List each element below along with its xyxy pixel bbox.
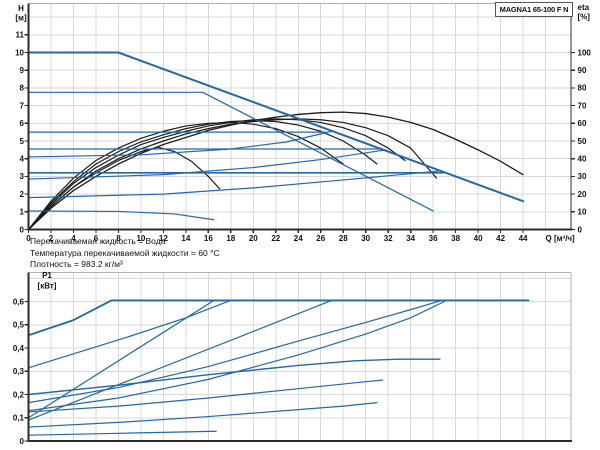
q-axis-tick-label: 16 [204,234,213,243]
p-axis-tick-label: 0,1 [13,414,25,423]
prop-pressure-1 [27,130,333,158]
h-axis-tick-label: 0 [20,225,25,234]
q-axis-tick-label: 30 [361,234,370,243]
h-axis-tick-label: 4 [20,155,25,164]
eta-axis-tick-label: 20 [578,190,587,199]
h-axis-tick-label: 8 [20,84,25,93]
p1-axis-label: P1 [42,271,52,280]
condition-temperature: Температура перекачиваемой жидкости = 60… [30,247,220,258]
h-axis-tick-label: 2 [20,190,25,199]
h-axis-tick-label: 11 [16,31,25,40]
q-axis-tick-label: 6 [94,234,99,243]
p-7 [27,358,441,396]
p-axis-tick-label: 0,6 [13,297,25,306]
q-axis-label: Q [м³/ч] [546,234,576,243]
h-axis-tick-label: 10 [15,48,24,57]
q-axis-tick-label: 24 [294,234,303,243]
q-axis-tick-label: 18 [226,234,235,243]
q-axis-tick-label: 44 [519,234,528,243]
q-axis-tick-label: 12 [159,234,168,243]
p-10 [27,430,217,436]
p-9 [27,402,378,428]
eta-axis-tick-label: 70 [578,101,587,110]
p-8 [27,379,384,413]
q-axis-tick-label: 38 [451,234,460,243]
p-axis-tick-label: 0,3 [13,367,25,376]
q-axis-tick-label: 40 [474,234,483,243]
p-3 [27,299,215,419]
p1-axis-unit: [кВт] [38,282,57,291]
speed-curve-2 [27,91,434,212]
p-axis-tick-label: 0,4 [13,344,25,353]
eta-axis-tick-label: 60 [578,119,587,128]
prop-pressure-3 [27,170,440,199]
prop-pressure-2 [27,149,387,180]
q-axis-tick-label: 4 [71,234,76,243]
h-axis-tick-label: 6 [20,119,25,128]
eta-axis-unit: [%] [578,13,591,22]
p-axis-tick-label: 0 [20,437,25,446]
q-axis-tick-label: 26 [316,234,325,243]
eta-axis-tick-label: 0 [578,225,583,234]
eta-axis-tick-label: 90 [578,66,587,75]
condition-fluid: Перекачиваемая жидкость = Вода [30,236,166,246]
eta-axis-tick-label: 10 [578,208,587,217]
q-axis-tick-label: 28 [339,234,348,243]
pump-title-box: MAGNA1 65-100 F N [495,2,573,17]
eta-2 [27,118,438,231]
h-axis-unit: [м] [15,14,27,23]
q-axis-tick-label: 14 [181,234,190,243]
h-axis-tick-label: 1 [20,208,25,217]
p-5 [27,299,443,404]
h-axis-tick-label: 3 [20,172,25,181]
max-curve [27,51,525,203]
p-2 [27,299,232,369]
eta-3 [27,118,406,231]
q-axis-tick-label: 22 [271,234,280,243]
condition-density: Плотность = 983.2 кг/м³ [30,259,123,269]
p-axis-tick-label: 0,5 [13,321,25,330]
q-axis-tick-label: 36 [429,234,438,243]
p-4 [27,299,333,421]
h-axis-tick-label: 5 [20,137,25,146]
q-axis-tick-label: 20 [249,234,258,243]
eta-max [27,111,524,231]
h-axis-label: H [18,4,24,13]
q-axis-tick-label: 8 [116,234,121,243]
eta-axis-tick-label: 100 [578,48,592,57]
q-axis-tick-label: 2 [49,234,54,243]
h-axis-tick-label: 7 [20,101,25,110]
eta-axis-tick-label: 80 [578,84,587,93]
q-axis-tick-label: 0 [26,234,31,243]
h-axis-tick-label: 9 [20,66,25,75]
q-axis-tick-label: 42 [496,234,505,243]
p-6 [27,300,445,412]
p-max [27,299,530,337]
q-axis-tick-label: 10 [136,234,145,243]
eta-4 [27,120,378,231]
p-axis-tick-label: 0,2 [13,390,25,399]
conditions-block: Перекачиваемая жидкость = Вода Температу… [30,236,220,271]
eta-axis-label: eta [578,3,590,12]
eta-axis-tick-label: 50 [578,137,587,146]
min-curve [27,210,215,221]
q-axis-tick-label: 32 [384,234,393,243]
eta-axis-tick-label: 30 [578,172,587,181]
eta-min [27,146,221,231]
eta-axis-tick-label: 40 [578,155,587,164]
pump-title: MAGNA1 65-100 F N [499,5,569,14]
q-axis-tick-label: 34 [406,234,415,243]
